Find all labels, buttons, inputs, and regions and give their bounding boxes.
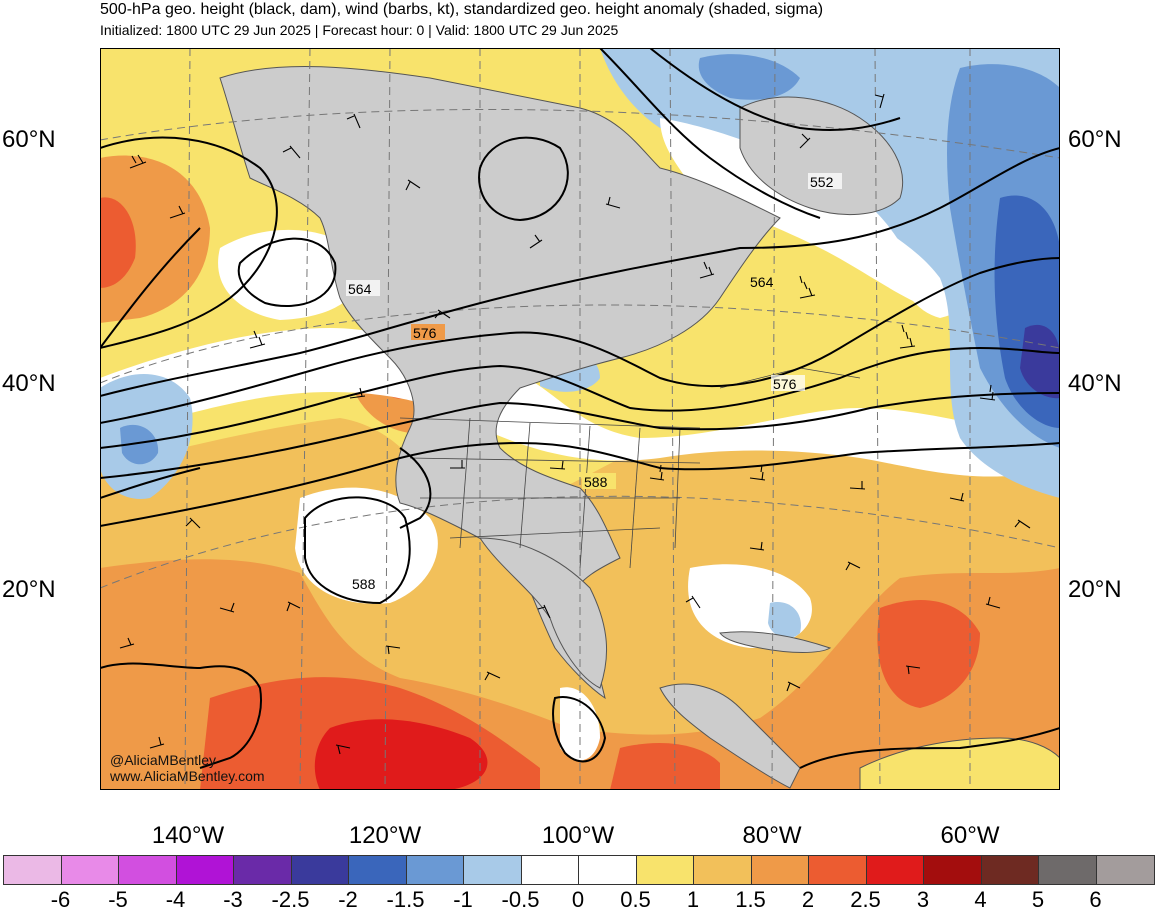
anomaly-neg-2.5 — [1020, 324, 1060, 399]
colorbar-swatch — [1039, 856, 1097, 884]
anomaly-neg-canada-white — [660, 118, 930, 308]
anomaly-neutral-band — [100, 328, 1060, 477]
land-north-america — [219, 65, 781, 700]
colorbar-swatch — [61, 856, 119, 884]
colorbar-tick-label: -5 — [108, 887, 128, 912]
contour-label-564-east: 564 — [750, 274, 774, 290]
colorbar-swatch — [291, 856, 349, 884]
colorbar-tick-label: 3 — [916, 887, 930, 912]
colorbar-swatch — [119, 856, 177, 884]
colorbar-tick-label: -4 — [165, 887, 186, 912]
colorbar-swatch — [406, 856, 464, 884]
land-south-america — [859, 737, 1060, 790]
colorbar-tick-label: 2.5 — [850, 887, 881, 912]
contour-label-588-pacific: 588 — [352, 576, 376, 592]
lon-label-100w: 100°W — [541, 822, 615, 849]
colorbar-swatch — [981, 856, 1039, 884]
lon-label-140w: 140°W — [151, 822, 225, 849]
colorbar-tick-label: 0 — [571, 887, 585, 912]
colorbar-tick-label: -6 — [50, 887, 71, 912]
lon-label-80w: 80°W — [742, 822, 802, 849]
colorbar-swatch — [349, 856, 407, 884]
colorbar-tick-label: 1 — [686, 887, 700, 912]
land-mexico — [479, 537, 607, 689]
political-boundaries — [399, 367, 861, 569]
lon-label-120w: 120°W — [348, 822, 422, 849]
colorbar-tick-label: -3 — [223, 887, 243, 912]
lat-label-20n-left: 20°N — [2, 576, 56, 603]
colorbar-tick-label: 5 — [1031, 887, 1045, 912]
anomaly-neutral-baja — [295, 487, 438, 604]
anomaly-neutral-mexico — [560, 687, 600, 761]
colorbar-tick-label: -1 — [453, 887, 473, 912]
anomaly-neg-canada — [600, 48, 1060, 498]
colorbar-tick-label: 6 — [1089, 887, 1102, 912]
lat-label-40n-right: 40°N — [1068, 370, 1122, 397]
anomaly-2.5-3-pacific — [100, 197, 136, 288]
colorbar-tick-label: -0.5 — [501, 887, 540, 912]
colorbar-labels: -6 -5 -4 -3 -2.5 -2 -1.5 -1 -0.5 0 0.5 1 1.5 2 2.5 3 4 5 6 — [0, 888, 1160, 914]
colorbar-tick-label: 4 — [974, 887, 987, 912]
contour-label-588-central: 588 — [584, 474, 608, 490]
colorbar-tick-label: -2.5 — [271, 887, 310, 912]
contour-label-576-east: 576 — [773, 376, 797, 392]
contour-label-564-west: 564 — [348, 281, 372, 297]
weather-map: 552 564 564 576 576 588 588 — [100, 48, 1060, 790]
colorbar-swatch — [694, 856, 752, 884]
chart-subtitle: Initialized: 1800 UTC 29 Jun 2025 | Fore… — [100, 22, 619, 38]
lat-label-60n-left: 60°N — [2, 126, 56, 153]
colorbar-tick-label: 1.5 — [735, 887, 766, 912]
colorbar-swatch — [464, 856, 522, 884]
graticule — [100, 48, 1060, 790]
colorbar-swatch — [636, 856, 694, 884]
anomaly-2.5-3 — [314, 719, 488, 790]
credit-website: www.AliciaMBentley.com — [110, 768, 265, 784]
contour-label-576-west: 576 — [413, 325, 437, 341]
lat-label-40n-left: 40°N — [2, 370, 56, 397]
anomaly-1.5-2-pacific — [100, 155, 210, 323]
anomaly-2-2.5-central — [610, 743, 720, 790]
chart-title: 500-hPa geo. height (black, dam), wind (… — [100, 1, 824, 18]
colorbar-swatch — [924, 856, 982, 884]
anomaly-neg-pacific-core — [120, 424, 159, 465]
colorbar-tick-label: -2 — [338, 887, 358, 912]
colorbar-tick-label: -1.5 — [386, 887, 425, 912]
colorbar-swatch — [234, 856, 292, 884]
land-cuba — [719, 631, 832, 653]
lon-label-60w: 60°W — [940, 822, 1000, 849]
wind-barbs — [119, 93, 1031, 755]
colorbar-tick-label: 0.5 — [620, 887, 651, 912]
colorbar-swatch — [579, 856, 637, 884]
colorbar-swatch — [751, 856, 809, 884]
anomaly-2-2.5-carib — [877, 600, 980, 708]
colorbar-swatch — [4, 856, 62, 884]
lat-label-60n-right: 60°N — [1068, 126, 1122, 153]
colorbar-swatch — [176, 856, 234, 884]
contour-label-552: 552 — [810, 174, 834, 190]
colorbar-swatch — [809, 856, 867, 884]
colorbar-swatch — [521, 856, 579, 884]
colorbar-swatch — [1096, 856, 1154, 884]
height-contours — [100, 48, 1060, 769]
anomaly-neg-cuba — [768, 602, 801, 639]
colorbar-tick-label: 2 — [801, 887, 815, 912]
lat-label-20n-right: 20°N — [1068, 576, 1122, 603]
colorbar-swatch — [866, 856, 924, 884]
credit-handle: @AliciaMBentley — [110, 752, 217, 768]
colorbar — [3, 855, 1155, 885]
